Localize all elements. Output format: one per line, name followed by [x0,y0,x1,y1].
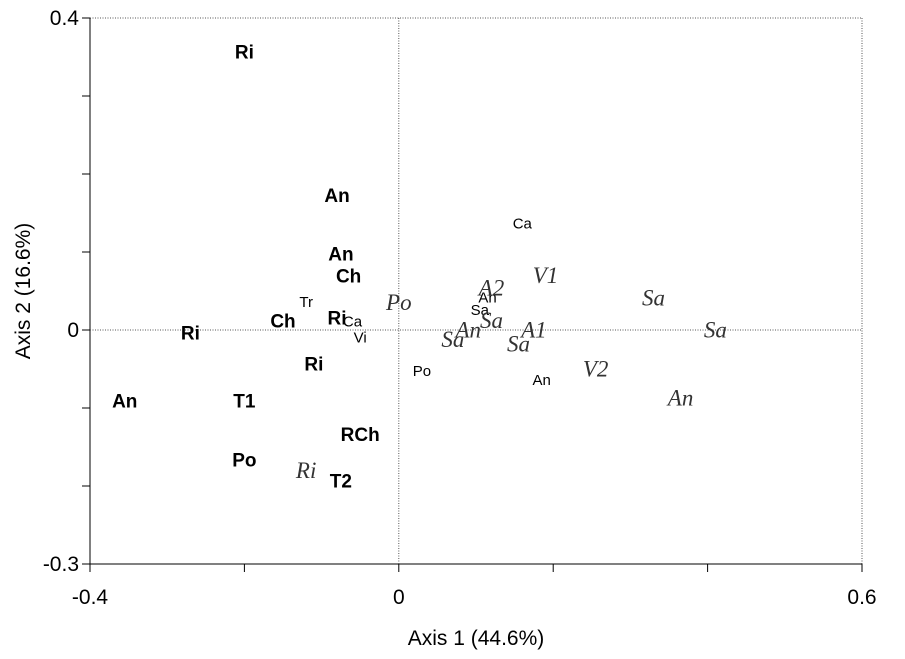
point-label: Po [232,451,256,472]
point-label: V2 [583,357,609,382]
point-label: A1 [519,318,547,343]
point-label: Vi [354,329,367,346]
x-tick-label: 0.6 [847,586,876,609]
point-label: T2 [330,472,352,493]
point-label: Po [385,290,412,315]
point-label: Po [413,363,431,380]
y-tick-label: 0 [67,319,79,342]
axes: -0.4 0 0.6 -0.3 0 0.4 [43,7,877,609]
point-label: Sa [441,327,464,352]
x-tick-label: 0 [393,586,405,609]
point-label: Ch [336,266,361,287]
point-label: Sa [704,318,727,343]
x-tick-label: -0.4 [72,586,109,609]
point-label: Ri [181,323,200,344]
point-label: V1 [533,263,559,288]
y-tick-label: -0.3 [43,553,79,576]
point-label: Ri [235,43,254,64]
point-label: Sa [480,308,503,333]
point-label: Ca [513,215,533,232]
point-label: Ri [295,458,316,483]
y-axis-label: Axis 2 (16.6%) [12,223,35,360]
point-label: Ri [328,309,347,330]
point-label: Sa [471,302,490,319]
point-label: Ca [343,314,363,331]
point-label: Tr [299,294,313,311]
point-label: An [666,385,694,410]
point-label: An [453,318,481,343]
point-label: An [112,391,137,412]
point-label: An [532,372,550,389]
point-label: RCh [341,425,380,446]
point-label: A2 [477,275,505,300]
x-axis-label: Axis 1 (44.6%) [408,627,545,650]
point-label: T1 [233,391,256,412]
point-label: Ch [270,312,295,333]
point-label: An [324,186,349,207]
point-label: Sa [507,332,530,357]
point-label: An [478,290,496,307]
point-label: An [328,245,353,266]
point-label: Sa [642,286,665,311]
y-tick-label: 0.4 [50,7,80,30]
point-label: Ri [304,355,323,376]
